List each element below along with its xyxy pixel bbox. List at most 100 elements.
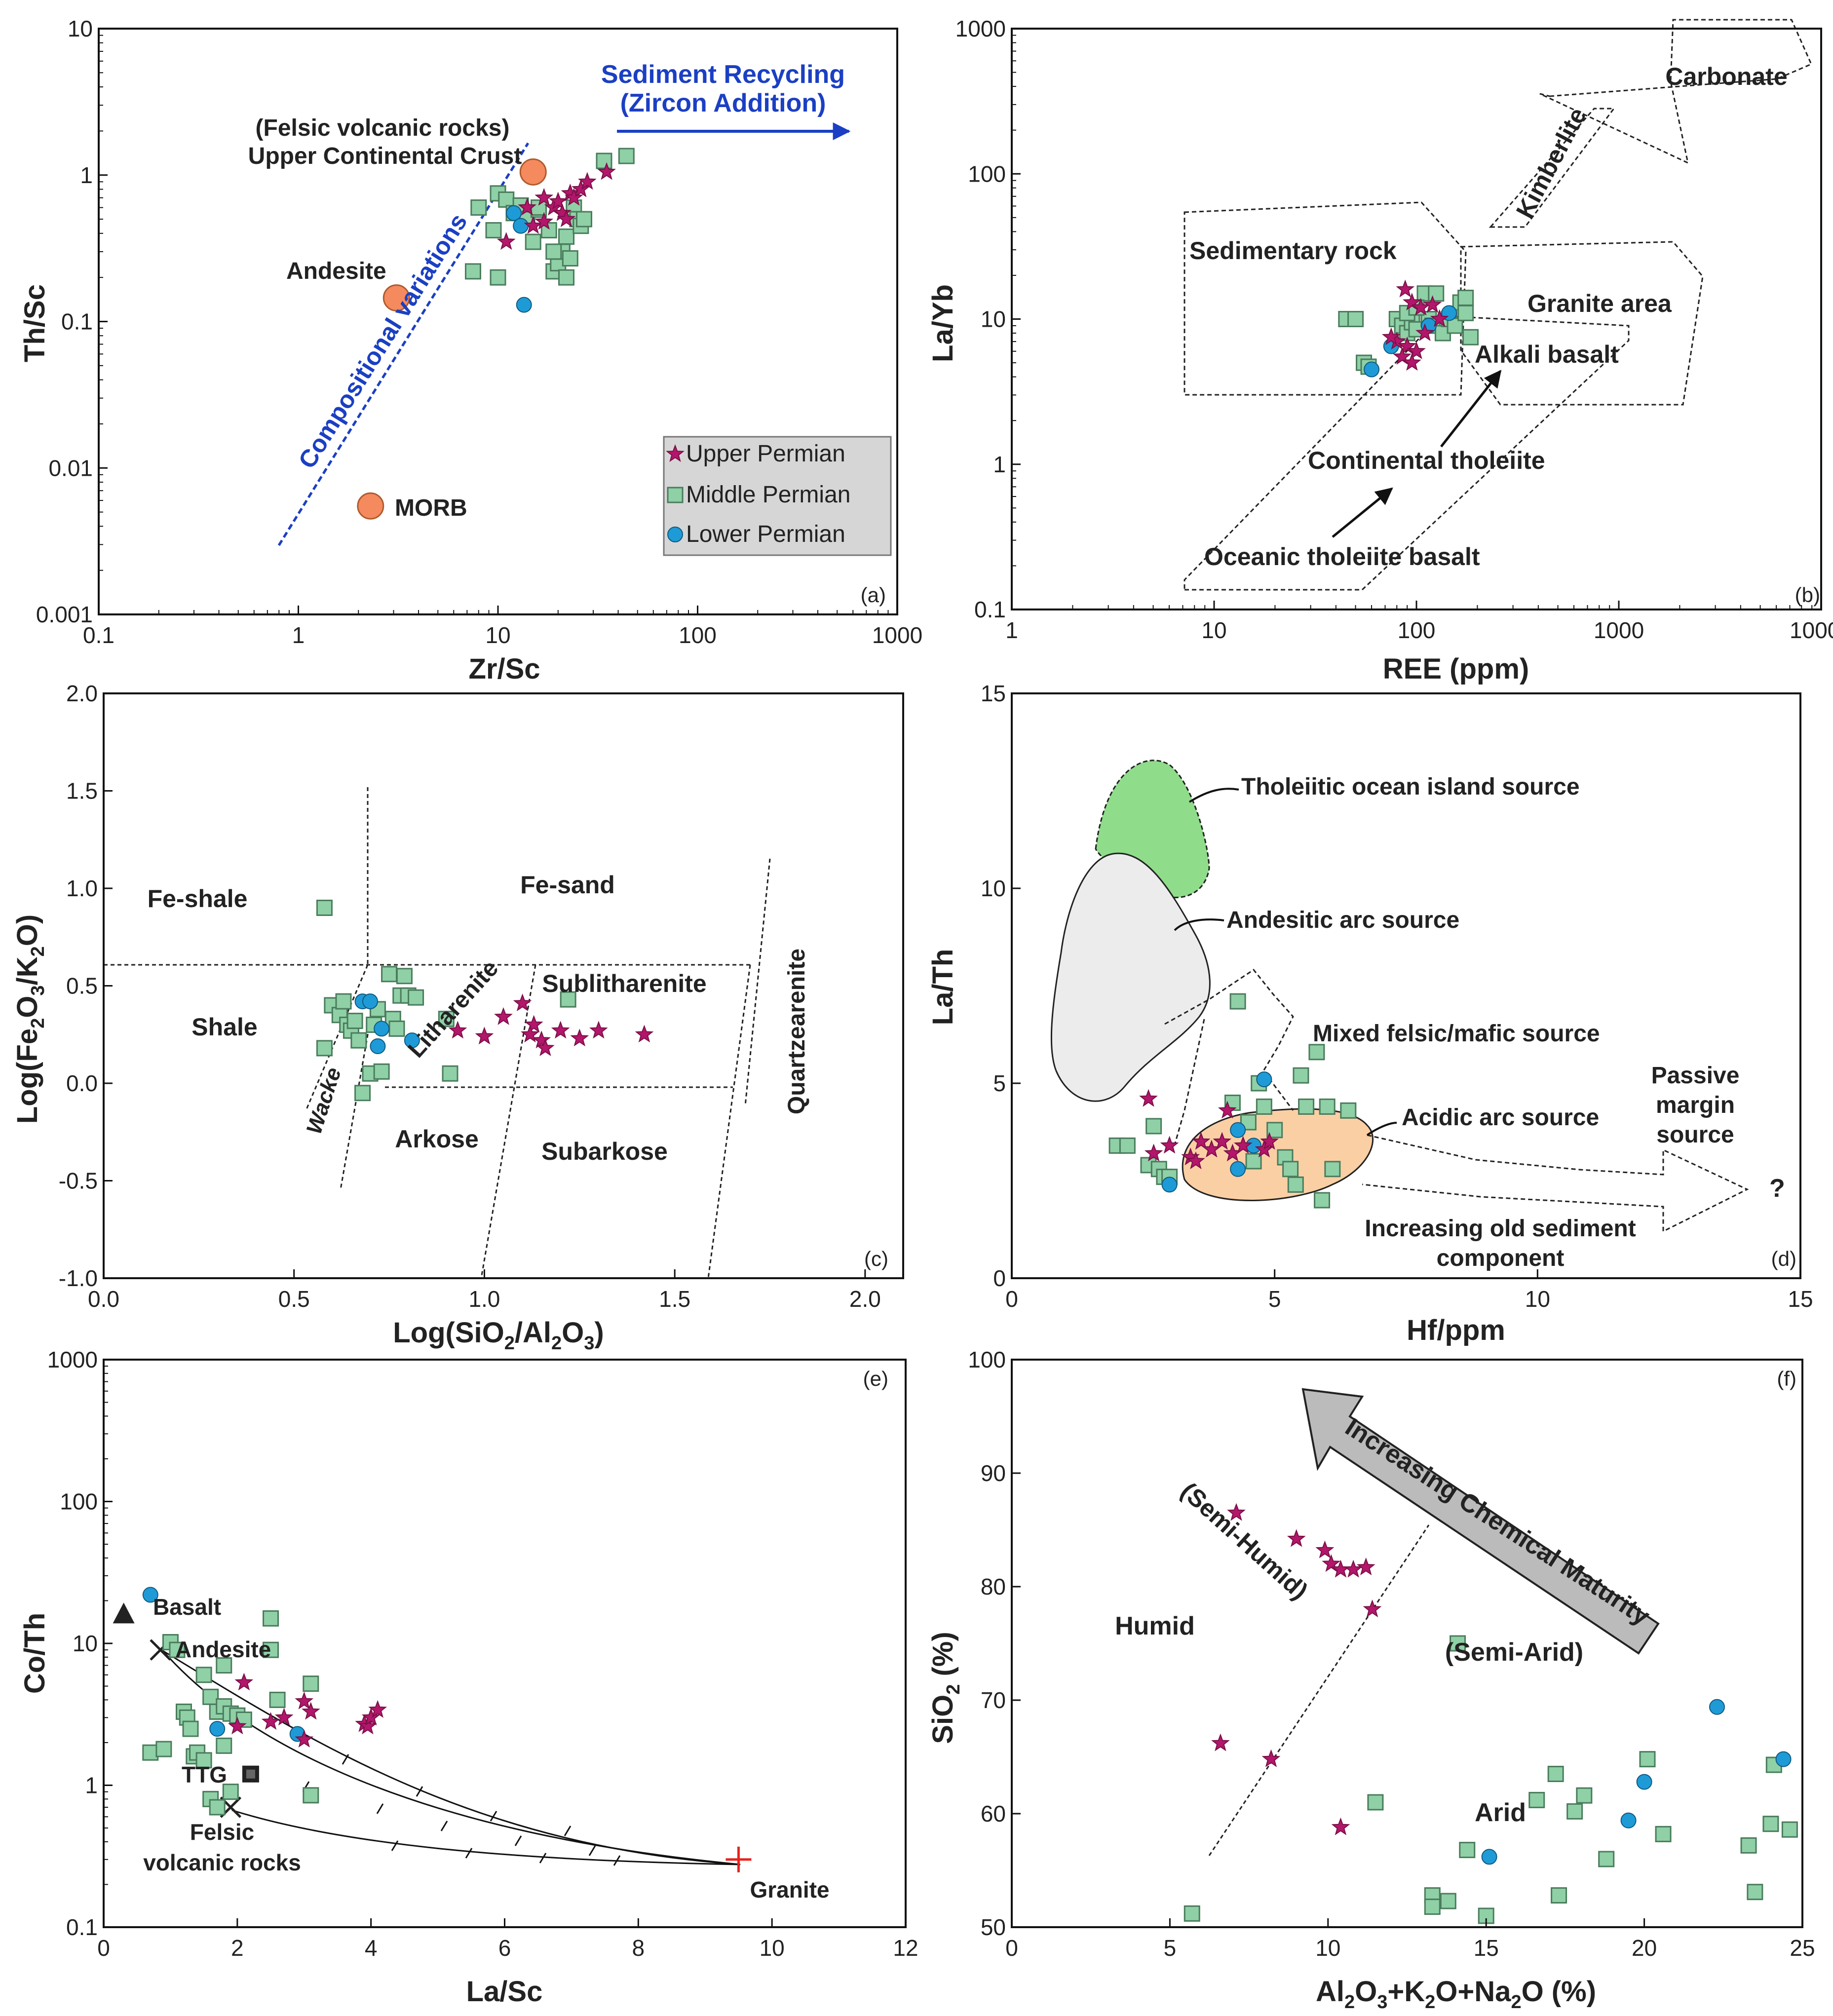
f-ytick-label: 70 bbox=[981, 1687, 1006, 1713]
a-point-middle-permian bbox=[558, 269, 575, 286]
f-point-middle-permian bbox=[1459, 1842, 1476, 1859]
c-xlabel-c: O bbox=[562, 1317, 584, 1349]
c-annot-shale: Shale bbox=[191, 1013, 257, 1041]
d-annot-andesitic-arc: Andesitic arc source bbox=[1226, 907, 1459, 933]
a-point-upper-permian bbox=[524, 216, 543, 234]
f-point-middle-permian bbox=[1598, 1851, 1615, 1867]
e-annot-felsic: Felsic bbox=[190, 1819, 254, 1845]
f-ytick-label: 100 bbox=[968, 1347, 1006, 1372]
f-xtick-label: 25 bbox=[1790, 1935, 1815, 1961]
c-ytick-label: -0.5 bbox=[59, 1168, 98, 1194]
e-point-upper-permian bbox=[295, 1691, 314, 1710]
d-point-lower-permian bbox=[1230, 1122, 1246, 1138]
c-point-middle-permian bbox=[381, 966, 398, 983]
c-point-upper-permian bbox=[535, 1038, 555, 1057]
e-ylabel: Co/Th bbox=[19, 1613, 51, 1694]
e-mixing-tick bbox=[376, 1803, 384, 1814]
c-xlabel: Log(SiO2/Al2O3) bbox=[393, 1317, 604, 1354]
f-xtick-label: 10 bbox=[1315, 1935, 1340, 1961]
b-xlabel: REE (ppm) bbox=[1383, 653, 1529, 685]
e-point-middle-permian bbox=[195, 1752, 212, 1769]
e-point-middle-permian bbox=[209, 1799, 226, 1816]
e-point-middle-permian bbox=[216, 1737, 232, 1754]
a-xtick-label: 10 bbox=[485, 622, 510, 648]
e-point-lower-permian bbox=[209, 1721, 226, 1737]
f-annot-arid: Arid bbox=[1475, 1798, 1526, 1827]
b-point-middle-permian bbox=[1457, 290, 1474, 306]
a-point-upper-permian bbox=[577, 172, 597, 190]
c-xlabel-sub1: 2 bbox=[504, 1333, 515, 1354]
a-ref-upper-continental-crust bbox=[519, 158, 547, 186]
d-point-middle-permian bbox=[1298, 1098, 1315, 1115]
b-point-upper-permian bbox=[1430, 309, 1449, 327]
d-panel-label: (d) bbox=[1771, 1247, 1796, 1270]
b-annot-alkali-basalt: Alkali basalt bbox=[1475, 341, 1619, 368]
d-xtick-label: 5 bbox=[1268, 1286, 1281, 1312]
d-point-middle-permian bbox=[1256, 1098, 1272, 1115]
c-annot-fe-sand: Fe-sand bbox=[520, 871, 615, 899]
e-point-upper-permian bbox=[295, 1730, 314, 1748]
a-point-upper-permian bbox=[518, 197, 537, 216]
d-annot-passive: Passive bbox=[1651, 1063, 1740, 1089]
f-xlabel: Al2O3+K2O+Na2O (%) bbox=[1316, 1976, 1596, 2013]
f-xlabel-e: O (%) bbox=[1522, 1976, 1596, 2008]
a-annot-sediment-recycling: Sediment Recycling bbox=[601, 60, 845, 89]
c-point-middle-permian bbox=[316, 1040, 333, 1057]
b-annot-sedimentary: Sedimentary rock bbox=[1189, 237, 1397, 265]
b-xtick-label: 1 bbox=[1005, 617, 1018, 643]
e-point-middle-permian bbox=[155, 1741, 172, 1757]
c-point-upper-permian bbox=[448, 1021, 467, 1039]
d-point-middle-permian bbox=[1340, 1102, 1357, 1119]
e-ref-ttg-inner bbox=[246, 1769, 255, 1779]
c-xlabel-b: /Al bbox=[515, 1317, 551, 1349]
d-point-upper-permian bbox=[1233, 1136, 1253, 1154]
c-annot-arkose: Arkose bbox=[395, 1125, 479, 1153]
a-point-middle-permian bbox=[575, 211, 592, 228]
a-panel-label: (a) bbox=[861, 583, 886, 607]
b-point-upper-permian bbox=[1381, 327, 1401, 345]
b-point-upper-permian bbox=[1423, 295, 1442, 313]
f-xtick-label: 0 bbox=[1005, 1935, 1018, 1961]
a-xtick-label: 1 bbox=[292, 622, 305, 648]
a-point-middle-permian bbox=[525, 233, 541, 250]
a-xlabel: Zr/Sc bbox=[468, 653, 540, 685]
e-point-upper-permian bbox=[274, 1708, 294, 1726]
f-panel-label: (f) bbox=[1777, 1367, 1796, 1390]
c-point-middle-permian bbox=[373, 1063, 390, 1080]
e-point-middle-permian bbox=[202, 1688, 219, 1705]
e-xlabel: La/Sc bbox=[466, 1976, 543, 2008]
c-xtick-label: 1.0 bbox=[468, 1286, 500, 1312]
f-point-middle-permian bbox=[1576, 1787, 1593, 1804]
e-mixing-tick bbox=[342, 1754, 349, 1765]
a-point-upper-permian bbox=[535, 188, 554, 206]
d-point-middle-permian bbox=[1287, 1176, 1304, 1193]
d-ylabel: La/Th bbox=[927, 949, 959, 1026]
f-point-middle-permian bbox=[1551, 1887, 1567, 1904]
a-point-upper-permian bbox=[496, 232, 516, 250]
e-point-upper-permian bbox=[228, 1716, 247, 1735]
f-xtick-label: 5 bbox=[1164, 1935, 1177, 1961]
e-xtick-label: 6 bbox=[498, 1935, 511, 1961]
a-point-middle-permian bbox=[558, 228, 575, 245]
b-point-upper-permian bbox=[1407, 341, 1426, 359]
f-xlabel-sub1: 2 bbox=[1344, 1992, 1355, 2013]
a-point-middle-permian bbox=[464, 263, 481, 280]
c-plot-frame bbox=[103, 692, 904, 1279]
a-point-lower-permian bbox=[513, 218, 529, 234]
c-xlabel-a: Log(SiO bbox=[393, 1317, 504, 1349]
d-point-lower-permian bbox=[1230, 1161, 1246, 1177]
c-xlabel-sub3: 3 bbox=[584, 1333, 594, 1354]
a-axis-ticks: 0.1 1 10 100 1000 0.001 0.01 0.1 1 10 bbox=[36, 16, 922, 648]
f-xlabel-sub4: 2 bbox=[1511, 1992, 1521, 2013]
e-point-middle-permian bbox=[303, 1787, 319, 1804]
c-xtick-label: 1.5 bbox=[659, 1286, 690, 1312]
e-mixing-tick bbox=[539, 1853, 547, 1864]
c-point-upper-permian bbox=[521, 1025, 539, 1043]
a-legend-marker-lower bbox=[667, 527, 683, 542]
a-ytick-label: 0.01 bbox=[48, 455, 93, 481]
c-annot-subarkose: Subarkose bbox=[541, 1138, 668, 1165]
d-point-middle-permian bbox=[1314, 1192, 1331, 1209]
d-axis-ticks: 0 5 10 15 0 5 10 15 bbox=[981, 681, 1813, 1312]
